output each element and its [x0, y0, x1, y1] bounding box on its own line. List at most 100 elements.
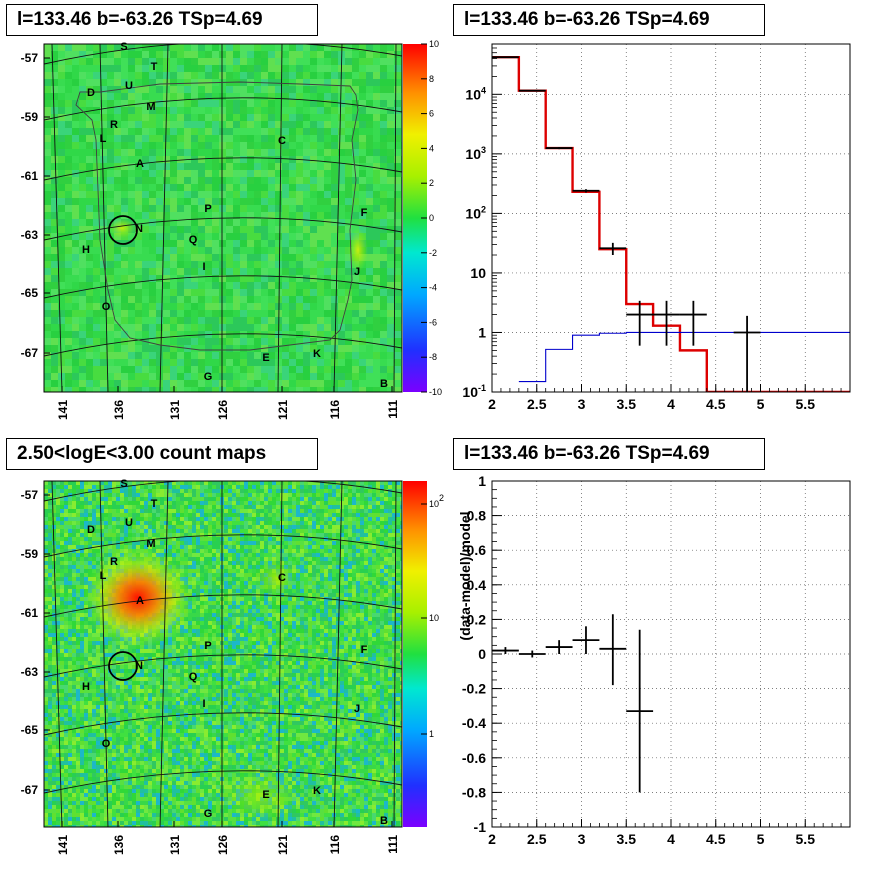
map-pixel: [317, 226, 324, 233]
map-pixel: [324, 553, 328, 557]
map-x-tick-label: 116: [328, 400, 342, 420]
map-pixel: [192, 485, 196, 489]
map-pixel: [344, 541, 348, 545]
map-pixel: [260, 553, 264, 557]
map-pixel: [188, 573, 192, 577]
map-pixel: [84, 553, 88, 557]
map-pixel: [184, 517, 188, 521]
map-pixel: [364, 553, 368, 557]
map-pixel: [152, 521, 156, 525]
map-pixel: [232, 489, 236, 493]
map-pixel: [80, 573, 84, 577]
map-pixel: [156, 233, 163, 240]
map-pixel: [248, 529, 252, 533]
map-pixel: [68, 541, 72, 545]
map-pixel: [108, 529, 112, 533]
map-pixel: [308, 561, 312, 565]
map-pixel: [192, 525, 196, 529]
map-pixel: [226, 324, 233, 331]
map-pixel: [296, 331, 303, 338]
map-pixel: [196, 577, 200, 581]
map-pixel: [289, 303, 296, 310]
map-pixel: [233, 58, 240, 65]
map-pixel: [373, 135, 380, 142]
map-pixel: [368, 513, 372, 517]
map-pixel: [254, 51, 261, 58]
map-pixel: [364, 521, 368, 525]
map-pixel: [191, 135, 198, 142]
map-pixel: [303, 373, 310, 380]
map-pixel: [282, 247, 289, 254]
map-pixel: [224, 537, 228, 541]
map-pixel: [247, 261, 254, 268]
map-pixel: [282, 198, 289, 205]
map-pixel: [128, 149, 135, 156]
map-pixel: [376, 549, 380, 553]
map-pixel: [373, 254, 380, 261]
map-pixel: [177, 240, 184, 247]
map-pixel: [188, 569, 192, 573]
map-pixel: [228, 517, 232, 521]
map-pixel: [380, 240, 387, 247]
map-pixel: [208, 577, 212, 581]
map-pixel: [252, 529, 256, 533]
map-pixel: [312, 557, 316, 561]
map-pixel: [240, 289, 247, 296]
map-pixel: [216, 481, 220, 485]
map-pixel: [380, 170, 387, 177]
map-pixel: [205, 107, 212, 114]
map-pixel: [219, 317, 226, 324]
map-pixel: [112, 513, 116, 517]
map-pixel: [345, 184, 352, 191]
map-pixel: [359, 121, 366, 128]
map-pixel: [300, 481, 304, 485]
map-pixel: [120, 529, 124, 533]
map-pixel: [180, 485, 184, 489]
map-pixel: [196, 485, 200, 489]
map-pixel: [296, 380, 303, 387]
map-pixel: [317, 254, 324, 261]
map-pixel: [149, 296, 156, 303]
map-pixel: [368, 505, 372, 509]
map-pixel: [163, 142, 170, 149]
map-pixel: [359, 156, 366, 163]
map-pixel: [93, 184, 100, 191]
map-pixel: [332, 553, 336, 557]
map-pixel: [79, 359, 86, 366]
map-pixel: [316, 525, 320, 529]
map-pixel: [316, 553, 320, 557]
map-pixel: [65, 212, 72, 219]
map-pixel: [240, 268, 247, 275]
map-pixel: [51, 247, 58, 254]
map-pixel: [114, 254, 121, 261]
map-pixel: [184, 86, 191, 93]
map-pixel: [226, 142, 233, 149]
map-pixel: [135, 282, 142, 289]
map-pixel: [142, 65, 149, 72]
map-pixel: [142, 198, 149, 205]
map-pixel: [112, 537, 116, 541]
map-pixel: [156, 541, 160, 545]
map-pixel: [196, 553, 200, 557]
map-pixel: [180, 505, 184, 509]
map-pixel: [128, 275, 135, 282]
map-pixel: [352, 86, 359, 93]
map-pixel: [272, 497, 276, 501]
map-pixel: [310, 198, 317, 205]
map-pixel: [289, 170, 296, 177]
map-pixel: [86, 338, 93, 345]
map-pixel: [387, 121, 394, 128]
map-pixel: [172, 497, 176, 501]
map-pixel: [226, 387, 233, 394]
map-pixel: [163, 254, 170, 261]
map-pixel: [368, 565, 372, 569]
map-pixel: [348, 553, 352, 557]
map-pixel: [373, 156, 380, 163]
map-pixel: [177, 254, 184, 261]
map-pixel: [317, 86, 324, 93]
map-pixel: [44, 205, 51, 212]
map-pixel: [308, 541, 312, 545]
map-pixel: [60, 537, 64, 541]
map-pixel: [240, 219, 247, 226]
map-pixel: [282, 219, 289, 226]
